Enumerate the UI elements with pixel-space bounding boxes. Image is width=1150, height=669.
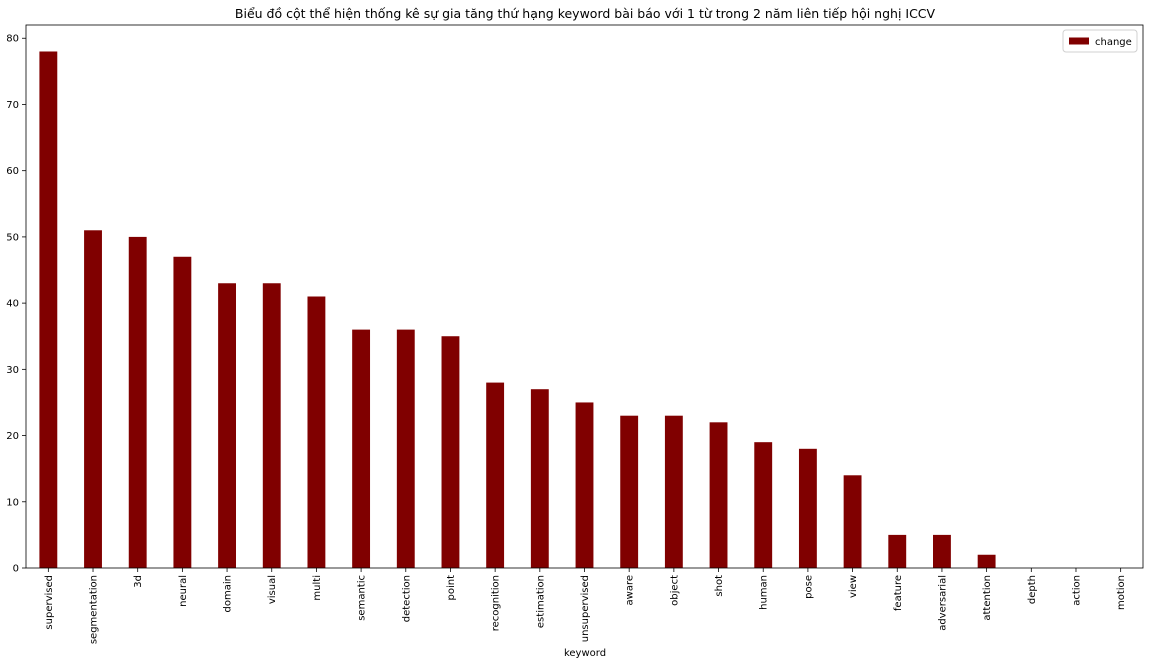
legend: change <box>1062 29 1138 53</box>
y-tick-label: 50 <box>6 232 19 243</box>
x-tick-label: pose <box>803 575 814 599</box>
x-tick-label: unsupervised <box>580 575 591 642</box>
x-tick-label: motion <box>1116 575 1127 610</box>
x-tick-label: domain <box>223 575 234 612</box>
x-tick-label: view <box>848 575 859 598</box>
bar-human <box>754 442 773 568</box>
bar-estimation <box>530 389 549 568</box>
bar-adversarial <box>933 534 951 568</box>
chart-title: Biểu đồ cột thể hiện thống kê sự gia tăn… <box>235 6 936 21</box>
bar-feature <box>888 534 907 568</box>
x-tick-label: neural <box>178 575 189 607</box>
bar-segmentation <box>84 230 102 568</box>
x-tick-label: shot <box>714 575 725 597</box>
x-tick-label: estimation <box>535 575 546 628</box>
bar-aware <box>620 415 639 568</box>
x-tick-label: detection <box>401 575 412 622</box>
x-tick-label: 3d <box>133 575 144 588</box>
axes-layer: supervised segmentation 3d neural domain visu… <box>6 24 1144 644</box>
y-tick-label: 40 <box>6 299 19 310</box>
bar-unsupervised <box>575 402 594 568</box>
bar-neural <box>173 256 192 568</box>
x-tick-label: segmentation <box>89 575 100 644</box>
x-tick-label: point <box>446 575 457 601</box>
bar-3d <box>128 236 147 568</box>
y-tick-label: 70 <box>6 100 19 111</box>
bar-detection <box>396 329 415 568</box>
bar-supervised <box>39 51 58 569</box>
bar-semantic <box>352 329 371 568</box>
x-tick-label: semantic <box>357 575 368 621</box>
x-tick-label: feature <box>893 575 904 611</box>
bar-view <box>843 475 862 568</box>
y-tick-label: 10 <box>6 497 19 508</box>
y-tick-label: 0 <box>13 564 19 575</box>
x-tick-label: recognition <box>491 575 502 631</box>
legend-swatch <box>1069 37 1089 45</box>
x-tick-label: visual <box>267 575 278 604</box>
x-tick-label: depth <box>1027 575 1038 604</box>
bar-attention <box>977 554 996 568</box>
bars-layer <box>39 51 996 569</box>
bar-multi <box>307 296 326 568</box>
bar-shot <box>709 422 728 568</box>
x-tick-label: supervised <box>44 575 55 630</box>
y-tick-label: 20 <box>6 431 19 442</box>
x-axis-label: keyword <box>564 648 606 659</box>
bar-object <box>664 415 683 568</box>
x-tick-label: attention <box>982 575 993 621</box>
bar-pose <box>798 448 817 568</box>
x-tick-label: object <box>669 575 680 606</box>
x-tick-label: multi <box>312 575 323 601</box>
bar-recognition <box>486 382 505 568</box>
x-tick-label: aware <box>625 575 636 605</box>
x-tick-label: action <box>1071 575 1082 606</box>
bar-domain <box>218 283 236 568</box>
legend-label: change <box>1095 37 1132 48</box>
x-tick-label: human <box>759 575 770 610</box>
x-tick-label: adversarial <box>937 575 948 631</box>
bar-point <box>441 336 460 568</box>
plot-frame <box>25 24 1144 569</box>
y-tick-label: 60 <box>6 166 19 177</box>
bar-visual <box>262 283 281 568</box>
legend-box <box>1062 29 1138 53</box>
y-tick-label: 30 <box>6 365 19 376</box>
y-tick-label: 80 <box>6 34 19 45</box>
